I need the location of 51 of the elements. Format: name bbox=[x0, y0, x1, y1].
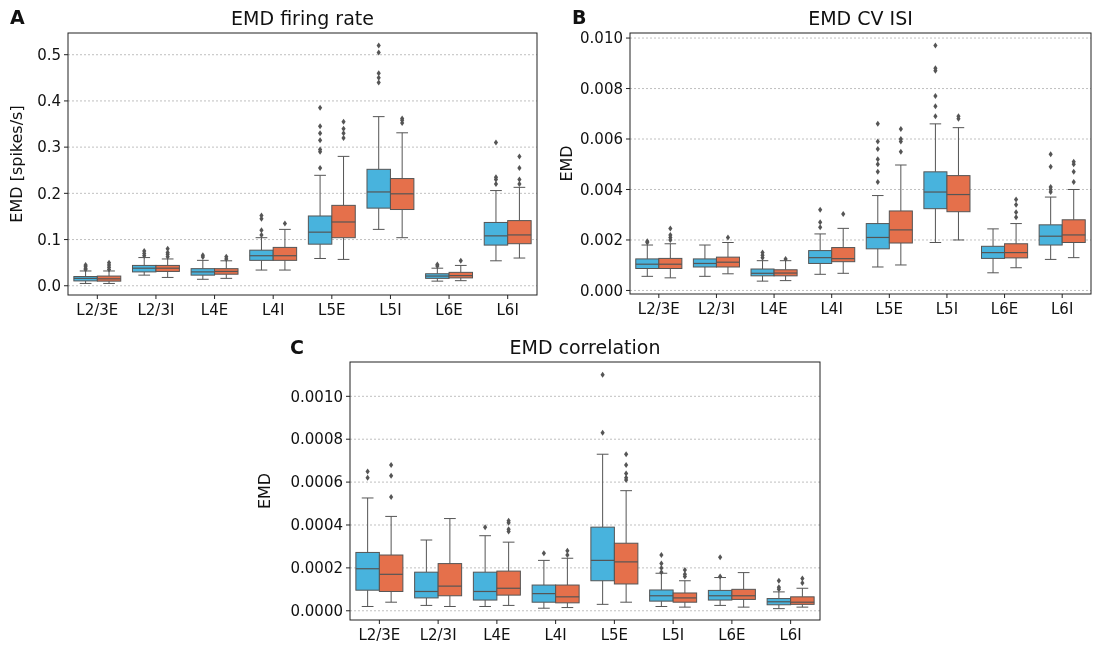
y-tick-label: 0.4 bbox=[37, 92, 61, 111]
y-tick-label: 0.000 bbox=[580, 281, 623, 300]
x-tick-label: L6E bbox=[435, 301, 463, 319]
x-tick-label: L6I bbox=[779, 626, 802, 644]
x-tick-label: L2/3E bbox=[358, 626, 401, 644]
chart-title: EMD correlation bbox=[509, 336, 661, 358]
x-tick-label: L2/3I bbox=[137, 301, 175, 319]
text: B bbox=[572, 6, 587, 28]
x-tick-label: L4I bbox=[262, 301, 285, 319]
y-tick-label: 0.004 bbox=[580, 180, 623, 199]
y-tick-label: 0.006 bbox=[580, 130, 623, 149]
x-tick-label: L5E bbox=[600, 626, 629, 644]
y-tick-label: 0.0 bbox=[37, 277, 61, 296]
y-tick-label: 0.0002 bbox=[290, 559, 343, 578]
y-axis-title: EMD bbox=[255, 472, 274, 510]
y-tick-label: 0.5 bbox=[37, 45, 61, 64]
y-tick-label: 0.0010 bbox=[290, 387, 343, 406]
x-tick-label: L5E bbox=[875, 300, 904, 318]
x-tick-label: L6I bbox=[1051, 300, 1074, 318]
y-tick-label: 0.010 bbox=[580, 29, 623, 48]
x-tick-label: L4I bbox=[544, 626, 567, 644]
x-tick-label: L2/3E bbox=[76, 301, 119, 319]
x-tick-label: L2/3I bbox=[697, 300, 735, 318]
y-axis-title: EMD [spikes/s] bbox=[7, 105, 26, 223]
y-tick-label: 0.0008 bbox=[290, 430, 343, 449]
x-tick-label: L4E bbox=[200, 301, 229, 319]
y-tick-label: 0.008 bbox=[580, 79, 623, 98]
x-tick-label: L5E bbox=[318, 301, 346, 319]
text: C bbox=[290, 336, 304, 358]
x-tick-label: L5I bbox=[935, 300, 959, 318]
x-tick-label: L4I bbox=[820, 300, 843, 318]
y-tick-label: 0.0000 bbox=[290, 602, 343, 621]
y-tick-label: 0.1 bbox=[37, 230, 61, 249]
x-tick-label: L4E bbox=[483, 626, 511, 644]
x-tick-label: L5I bbox=[661, 626, 685, 644]
chart-title: EMD firing rate bbox=[231, 7, 374, 29]
y-tick-label: 0.2 bbox=[37, 184, 61, 203]
y-tick-label: 0.0006 bbox=[290, 473, 343, 492]
y-tick-label: 0.3 bbox=[37, 138, 61, 157]
y-tick-label: 0.0004 bbox=[290, 516, 343, 535]
x-tick-label: L6E bbox=[990, 300, 1019, 318]
x-tick-label: L2/3I bbox=[419, 626, 457, 644]
x-tick-label: L6I bbox=[496, 301, 519, 319]
x-tick-label: L2/3E bbox=[637, 300, 680, 318]
x-tick-label: L4E bbox=[760, 300, 788, 318]
chart-title: EMD CV ISI bbox=[808, 7, 913, 29]
y-axis-title: EMD bbox=[557, 145, 576, 182]
text: A bbox=[10, 6, 25, 28]
x-tick-label: L5I bbox=[379, 301, 402, 319]
x-tick-label: L6E bbox=[718, 626, 746, 644]
y-tick-label: 0.002 bbox=[580, 231, 623, 250]
